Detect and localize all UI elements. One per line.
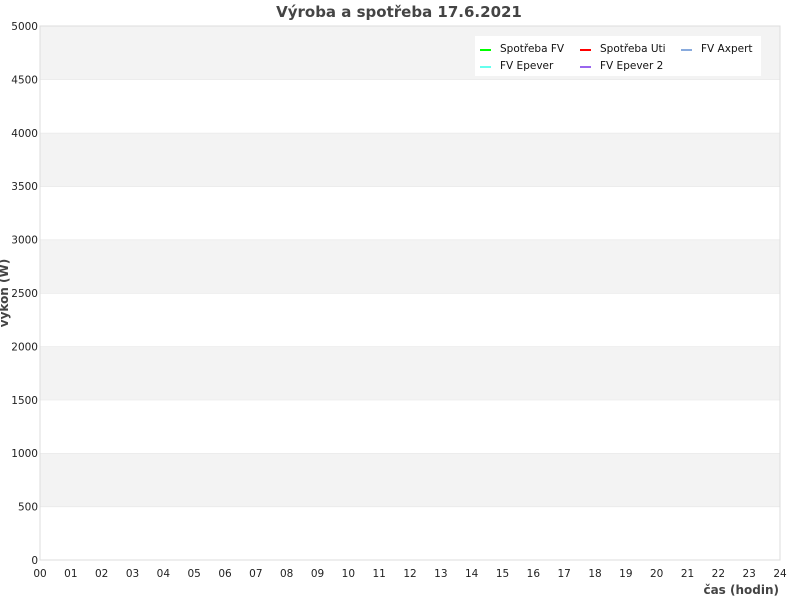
x-tick-label: 18	[588, 568, 601, 580]
x-tick-label: 07	[249, 568, 262, 580]
y-tick-label: 0	[31, 555, 38, 567]
y-tick-label: 3000	[11, 235, 38, 247]
x-tick-label: 21	[681, 568, 694, 580]
grid-band	[40, 293, 780, 347]
x-tick-label: 24	[773, 568, 787, 580]
x-tick-label: 00	[33, 568, 46, 580]
x-tick-label: 01	[64, 568, 77, 580]
legend-label: Spotřeba Uti	[600, 43, 666, 55]
plot-area-border	[39, 25, 781, 561]
x-axis: 00 01 02 03 04 05 06 07 08 09 10 11 12 13 14 15 16 17 18 19…	[33, 568, 787, 580]
legend-label: Spotřeba FV	[500, 43, 565, 55]
x-axis-label: čas (hodin)	[703, 583, 779, 597]
x-tick-label: 22	[712, 568, 725, 580]
legend: Spotřeba FV Spotřeba Uti FV Axpert FV Epeve…	[475, 36, 761, 76]
x-tick-label: 06	[218, 568, 232, 580]
y-tick-label: 4500	[11, 74, 38, 86]
legend-label: FV Epever	[500, 60, 554, 72]
x-tick-label: 03	[126, 568, 139, 580]
y-axis: 0 500 1000 1500 2000 2500 3000 3500 4000 4500 5000	[11, 21, 38, 567]
y-tick-label: 2000	[11, 341, 38, 353]
x-tick-label: 14	[465, 568, 479, 580]
x-tick-label: 17	[557, 568, 570, 580]
grid-band	[40, 79, 780, 133]
grid-band	[40, 239, 780, 293]
plot-bands	[40, 25, 780, 560]
chart-title: Výroba a spotřeba 17.6.2021	[276, 3, 522, 21]
grid-band	[40, 186, 780, 240]
y-tick-label: 3500	[11, 181, 38, 193]
x-tick-label: 13	[434, 568, 447, 580]
x-tick-label: 23	[742, 568, 755, 580]
legend-label: FV Axpert	[701, 43, 753, 55]
y-tick-label: 1000	[11, 448, 38, 460]
x-tick-label: 15	[496, 568, 509, 580]
x-tick-label: 09	[311, 568, 324, 580]
x-tick-label: 10	[342, 568, 355, 580]
grid-band	[40, 399, 780, 454]
x-tick-label: 19	[619, 568, 632, 580]
legend-label: FV Epever 2	[600, 60, 663, 72]
grid-band	[40, 506, 780, 560]
x-tick-label: 08	[280, 568, 293, 580]
x-tick-label: 05	[187, 568, 200, 580]
grid-band	[40, 132, 780, 187]
x-tick-label: 12	[403, 568, 416, 580]
y-tick-label: 4000	[11, 128, 38, 140]
y-tick-label: 5000	[11, 21, 38, 33]
x-tick-label: 04	[157, 568, 171, 580]
y-tick-label: 1500	[11, 395, 38, 407]
legend-box	[475, 36, 761, 76]
y-tick-label: 2500	[11, 288, 38, 300]
x-tick-label: 11	[372, 568, 385, 580]
grid-band	[40, 453, 780, 507]
x-tick-label: 02	[95, 568, 108, 580]
y-tick-label: 500	[18, 502, 38, 514]
x-tick-label: 16	[527, 568, 541, 580]
grid-band	[40, 346, 780, 400]
y-axis-label: výkon (W)	[0, 259, 11, 327]
x-tick-label: 20	[650, 568, 663, 580]
